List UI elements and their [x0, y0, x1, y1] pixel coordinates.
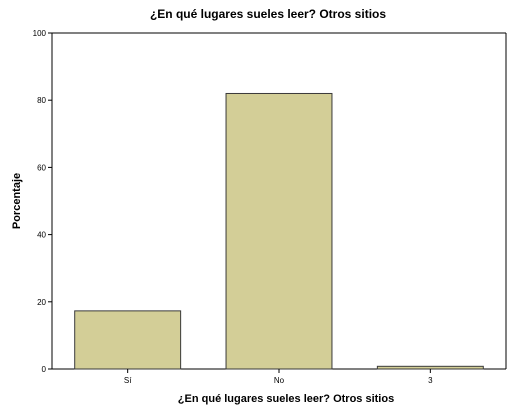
chart-title: ¿En qué lugares sueles leer? Otros sitio…	[150, 7, 386, 21]
y-tick-label: 40	[37, 231, 46, 240]
y-tick-label: 20	[37, 298, 46, 307]
bars-group	[74, 92, 484, 370]
y-tick-label: 60	[37, 163, 46, 172]
bar-3	[376, 365, 484, 370]
y-tick-label: 0	[42, 365, 47, 374]
bar-1	[74, 310, 182, 370]
bar-2	[225, 92, 333, 370]
x-tick-label: No	[274, 376, 285, 385]
y-axis-ticks: 0 20 40 60 80 100	[33, 29, 52, 374]
y-tick-label: 100	[33, 29, 47, 38]
x-axis-ticks: Sí No 3	[124, 369, 433, 385]
x-axis-label: ¿En qué lugares sueles leer? Otros sitio…	[178, 393, 394, 405]
x-tick-label: Sí	[124, 376, 132, 385]
y-axis-label: Porcentaje	[11, 173, 23, 229]
x-tick-label: 3	[428, 376, 433, 385]
y-tick-label: 80	[37, 96, 46, 105]
